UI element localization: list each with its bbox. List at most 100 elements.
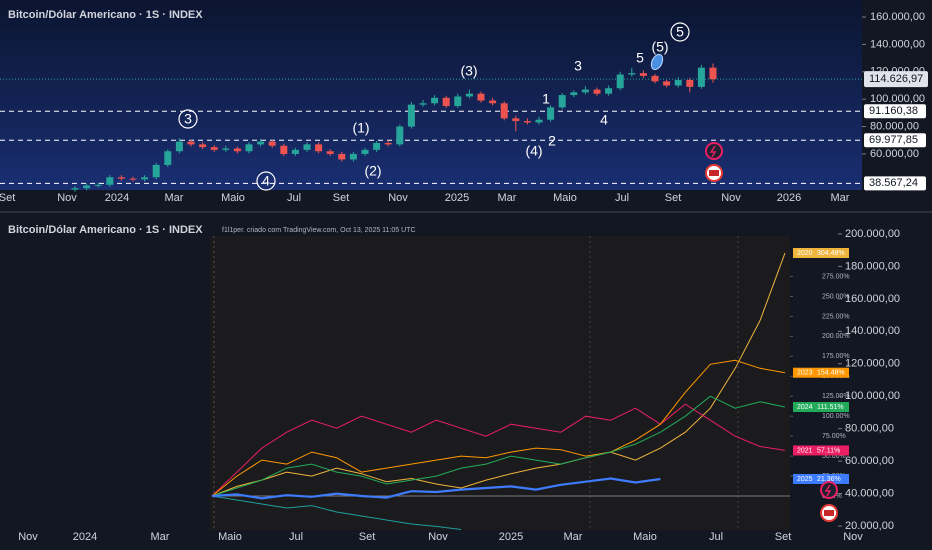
level-label: 91.160,38 [869,105,918,117]
wave-label: 4 [262,173,270,189]
y2-tick-label: 120.000,00 [845,358,900,370]
x-tick-label: 2026 [777,192,801,204]
series-line [211,495,462,530]
end-label-name: 2023 [797,370,813,377]
level-label-box [864,133,926,148]
y2-tick-label: 20.000,00 [845,520,894,532]
series-line [211,252,786,497]
x-tick-label: Set [665,192,682,204]
wave-circle [178,109,198,129]
y-tick-label: 80.000,00 [870,120,919,132]
candle-body [605,88,613,94]
end-label-value: 111.51% [817,404,844,411]
candle-body [106,177,114,185]
series-line [211,403,786,497]
y-tick-label: 200.00% [822,333,850,340]
x-tick-label: Nov [843,531,863,543]
candle-body [222,148,230,150]
wave-label: 3 [184,111,192,127]
candle-body [326,151,334,154]
x-tick-label: 2025 [445,192,469,204]
flag-icon-glyph [824,510,834,516]
candle-body [628,73,636,75]
y2-tick-label: 200.000,00 [845,228,900,240]
candle-body [547,107,555,120]
candle-body [349,153,357,160]
candle-body [674,80,682,86]
wave-label: 4 [600,112,608,128]
candle-body [338,153,346,160]
x-tick-label: Nov [428,531,448,543]
y2-tick-label: 60.000,00 [845,455,894,467]
level-label-box [864,104,926,119]
x-tick-label: Maio [218,531,242,543]
end-label-value: 57.11% [817,447,840,454]
candle-body [489,100,497,104]
candle-body [697,67,705,87]
y2-tick-label: 180.000,00 [845,260,900,272]
candle-body [83,185,91,189]
x-tick-label: Jul [709,531,723,543]
x-tick-label: Mar [498,192,517,204]
y-tick-label: 60.000,00 [870,148,919,160]
y-tick-label: 140.000,00 [870,38,925,50]
wave-label: 5 [676,24,684,40]
candle-body [175,141,183,152]
wave-label: (2) [364,163,381,179]
level-label: 69.977,85 [869,134,918,146]
y2-tick-label: 80.000,00 [845,423,894,435]
candle-body [639,73,647,76]
candle-body [187,141,195,145]
x-tick-label: Set [775,531,792,543]
wave-circle [256,171,276,191]
x-tick-label: Mar [165,192,184,204]
flag-icon-glyph [709,170,719,176]
wave-label: 3 [574,58,582,74]
candle-body [164,151,172,165]
event-icon-glyph [824,484,832,497]
last-price-box [864,71,928,88]
y-tick-label: 175.00% [822,353,850,360]
candle-body [291,149,299,154]
event-icon[interactable] [705,142,723,160]
x-tick-label: Maio [553,192,577,204]
series-line [211,477,661,500]
candle-body [581,89,589,93]
x-tick-label: Nov [18,531,38,543]
wave-circle [670,22,690,42]
y2-tick-label: 140.000,00 [845,325,900,337]
wave-label: (1) [352,120,369,136]
x-tick-label: Nov [57,192,77,204]
x-tick-label: Set [0,192,15,204]
credit: f1l1per. criado com TradingView.com, Oct… [222,227,416,234]
candle-body [465,93,473,97]
candle-body [315,144,323,152]
candle-body [303,144,311,150]
end-label-name: 2024 [797,404,813,411]
candle-body [233,148,241,152]
y-tick-label: 125.00% [822,393,850,400]
y-tick-label: 100.00% [822,413,850,420]
chart-layer: Bitcoin/Dólar Americano · 1S · INDEX 60.0… [0,9,928,543]
end-label-name: 2025 [797,476,813,483]
candle-body [570,92,578,96]
x-tick-label: Mar [564,531,583,543]
level-label-box [864,176,926,191]
end-label-box [793,247,849,258]
x-tick-label: Jul [287,192,301,204]
candle-body [535,119,543,123]
end-label-value: 154.48% [817,370,845,377]
candle-body [199,144,207,148]
event-icon[interactable] [820,481,838,499]
chart-title: Bitcoin/Dólar Americano · 1S · INDEX [8,224,203,236]
wave-label: (4) [525,143,542,159]
candle-body [651,75,659,82]
candle-body [141,177,149,180]
candle-body [280,145,288,154]
x-tick-label: Mar [831,192,850,204]
end-label-value: 304.48% [817,250,845,257]
candle-body [152,164,160,178]
end-label-name: 2020 [797,250,813,257]
candle-body [512,118,520,122]
wave-label: 1 [542,91,550,107]
